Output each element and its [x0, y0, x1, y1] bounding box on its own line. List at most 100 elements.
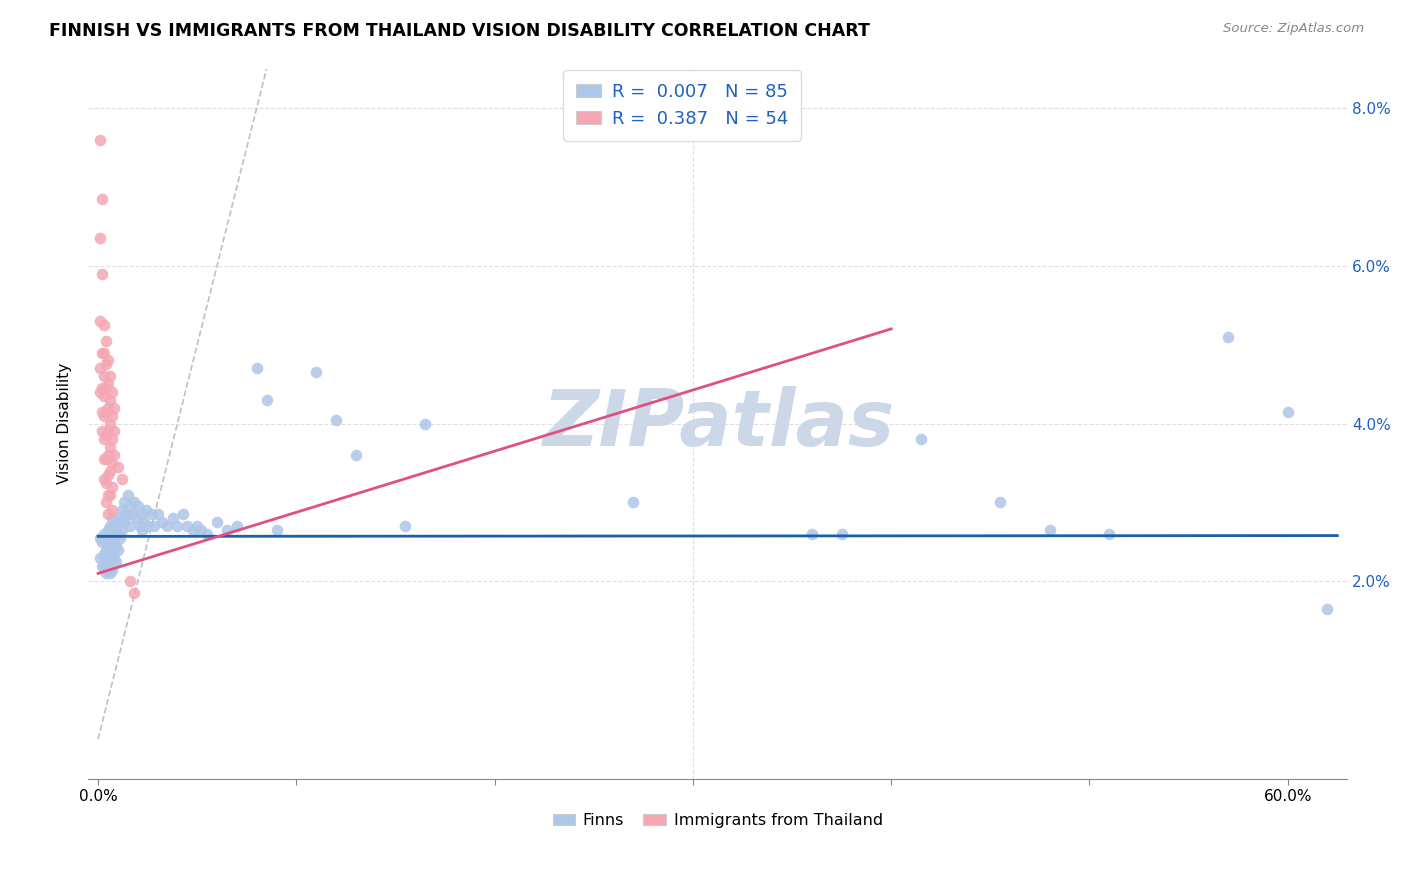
Point	[93, 558, 115, 573]
Point	[97, 562, 120, 576]
Point	[91, 534, 114, 549]
Point	[1098, 527, 1121, 541]
Point	[305, 365, 328, 379]
Point	[94, 452, 117, 467]
Point	[94, 495, 117, 509]
Text: FINNISH VS IMMIGRANTS FROM THAILAND VISION DISABILITY CORRELATION CHART: FINNISH VS IMMIGRANTS FROM THAILAND VISI…	[49, 22, 870, 40]
Point	[111, 472, 134, 486]
Point	[166, 519, 188, 533]
Point	[94, 334, 117, 348]
Point	[98, 417, 121, 431]
Point	[988, 495, 1011, 509]
Point	[112, 495, 135, 509]
Point	[225, 519, 247, 533]
Point	[103, 534, 125, 549]
Point	[89, 132, 111, 146]
Point	[122, 586, 145, 600]
Point	[94, 475, 117, 490]
Point	[93, 345, 115, 359]
Point	[98, 566, 121, 581]
Point	[91, 381, 114, 395]
Point	[91, 558, 114, 573]
Point	[104, 523, 127, 537]
Point	[97, 539, 120, 553]
Point	[101, 409, 124, 423]
Point	[93, 547, 115, 561]
Point	[141, 508, 163, 522]
Point	[156, 519, 179, 533]
Point	[114, 508, 136, 522]
Point	[413, 417, 436, 431]
Point	[186, 519, 208, 533]
Point	[93, 433, 115, 447]
Point	[101, 547, 124, 561]
Point	[111, 523, 134, 537]
Point	[98, 550, 121, 565]
Point	[94, 357, 117, 371]
Point	[94, 542, 117, 557]
Point	[1218, 330, 1240, 344]
Point	[181, 523, 204, 537]
Point	[93, 452, 115, 467]
Point	[97, 550, 120, 565]
Point	[93, 472, 115, 486]
Point	[98, 464, 121, 478]
Point	[215, 523, 238, 537]
Point	[97, 508, 120, 522]
Point	[162, 511, 184, 525]
Point	[122, 495, 145, 509]
Point	[89, 361, 111, 376]
Point	[131, 523, 153, 537]
Point	[91, 405, 114, 419]
Text: Source: ZipAtlas.com: Source: ZipAtlas.com	[1223, 22, 1364, 36]
Point	[190, 523, 212, 537]
Point	[91, 345, 114, 359]
Point	[132, 515, 155, 529]
Point	[101, 503, 124, 517]
Point	[108, 531, 131, 545]
Point	[93, 409, 115, 423]
Point	[111, 503, 134, 517]
Point	[117, 487, 139, 501]
Point	[104, 539, 127, 553]
Point	[103, 448, 125, 462]
Point	[118, 500, 141, 514]
Point	[89, 550, 111, 565]
Point	[97, 377, 120, 392]
Point	[101, 562, 124, 576]
Point	[1316, 602, 1339, 616]
Point	[121, 508, 143, 522]
Point	[98, 487, 121, 501]
Point	[97, 487, 120, 501]
Point	[344, 448, 367, 462]
Point	[101, 531, 124, 545]
Point	[150, 515, 173, 529]
Point	[98, 369, 121, 384]
Point	[131, 508, 153, 522]
Point	[93, 318, 115, 332]
Point	[127, 500, 149, 514]
Point	[107, 527, 129, 541]
Point	[195, 527, 218, 541]
Point	[146, 508, 169, 522]
Point	[107, 459, 129, 474]
Point	[108, 515, 131, 529]
Y-axis label: Vision Disability: Vision Disability	[58, 363, 72, 484]
Point	[97, 448, 120, 462]
Point	[118, 519, 141, 533]
Point	[104, 555, 127, 569]
Point	[103, 425, 125, 439]
Point	[118, 574, 141, 589]
Point	[91, 425, 114, 439]
Point	[831, 527, 853, 541]
Point	[266, 523, 288, 537]
Point	[101, 511, 124, 525]
Point	[97, 467, 120, 482]
Point	[89, 531, 111, 545]
Point	[101, 433, 124, 447]
Point	[125, 511, 148, 525]
Point	[91, 267, 114, 281]
Point	[97, 401, 120, 415]
Point	[256, 392, 278, 407]
Point	[97, 523, 120, 537]
